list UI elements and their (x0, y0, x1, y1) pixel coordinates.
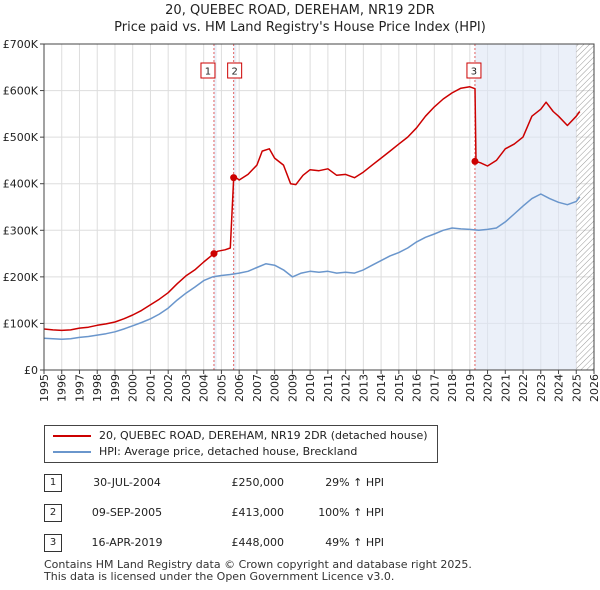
x-tick-label: 2001 (144, 374, 157, 402)
sale-row: 1 30-JUL-2004 £250,000 29% ↑ HPI (44, 474, 564, 492)
x-tick-label: 1999 (109, 374, 122, 402)
series-line-property (43, 86, 581, 332)
sale-point (230, 174, 238, 182)
shaded-region (213, 44, 217, 370)
x-tick-label: 2010 (304, 374, 317, 402)
x-tick-label: 2013 (357, 374, 370, 402)
sale-markers: 1 2 3 (200, 62, 482, 258)
shaded-region (474, 44, 577, 370)
series-lines (43, 86, 581, 341)
sale-hpi-change: 49% ↑ HPI (325, 536, 384, 549)
y-tick-label: £700K (3, 38, 39, 51)
sale-marker-box (227, 62, 243, 79)
legend-item-hpi: HPI: Average price, detached house, Brec… (53, 444, 357, 460)
x-tick-label: 2012 (340, 374, 353, 402)
footer-licence: This data is licensed under the Open Gov… (44, 570, 395, 583)
y-tick-label: £200K (3, 271, 39, 284)
x-tick-label: 2004 (198, 374, 211, 402)
x-tick-label: 2020 (482, 374, 495, 402)
sale-date: 09-SEP-2005 (91, 506, 163, 519)
shaded-regions (213, 44, 594, 370)
sale-marker-box (466, 62, 482, 79)
legend-label-property: 20, QUEBEC ROAD, DEREHAM, NR19 2DR (deta… (99, 429, 428, 442)
footer-copyright: Contains HM Land Registry data © Crown c… (44, 558, 472, 571)
legend: 20, QUEBEC ROAD, DEREHAM, NR19 2DR (deta… (44, 425, 438, 463)
x-tick-label: 2023 (535, 374, 548, 402)
sale-number-badge: 2 (44, 504, 62, 522)
x-tick-label: 2008 (269, 374, 282, 402)
shaded-region (233, 44, 237, 370)
x-tick-label: 2000 (127, 374, 140, 402)
chart: 1 2 3 £0 £100K £200K £300K £400K £500K £600K £700… (3, 38, 600, 402)
sale-price: £250,000 (231, 476, 285, 489)
x-tick-label: 2014 (375, 374, 388, 402)
legend-swatch-property (53, 435, 91, 437)
x-tick-label: 2002 (162, 374, 175, 402)
x-tick-label: 2019 (464, 374, 477, 402)
y-tick-label: £300K (3, 224, 39, 237)
x-tick-label: 1995 (38, 374, 51, 402)
y-tick-label: £500K (3, 131, 39, 144)
x-tick-label: 1996 (56, 374, 69, 402)
sale-price: £448,000 (231, 536, 285, 549)
x-tick-label: 2006 (233, 374, 246, 402)
y-tick-label: £100K (3, 317, 39, 330)
sale-marker-label: 2 (231, 67, 237, 78)
legend-swatch-hpi (53, 451, 91, 453)
sale-hpi-change: 100% ↑ HPI (318, 506, 384, 519)
sale-number-badge: 1 (44, 474, 62, 492)
title-line-2: Price paid vs. HM Land Registry's House … (114, 20, 486, 35)
sale-marker-label: 1 (205, 67, 211, 78)
x-tick-label: 1997 (73, 374, 86, 402)
sale-point (471, 157, 479, 165)
sale-price: £413,000 (231, 506, 285, 519)
x-tick-label: 2022 (517, 374, 530, 402)
x-tick-label: 2021 (499, 374, 512, 402)
sale-marker-box (200, 62, 216, 79)
legend-label-hpi: HPI: Average price, detached house, Brec… (99, 445, 358, 458)
x-tick-label: 1998 (91, 374, 104, 402)
x-tick-label: 2009 (286, 374, 299, 402)
sale-hpi-change: 29% ↑ HPI (325, 476, 384, 489)
x-tick-label: 2018 (446, 374, 459, 402)
sale-marker-label: 3 (471, 67, 477, 78)
y-tick-label: £600K (3, 85, 39, 98)
footer: Contains HM Land Registry data © Crown c… (44, 559, 472, 583)
chart-title: 20, QUEBEC ROAD, DEREHAM, NR19 2DR Price… (0, 2, 600, 36)
x-tick-label: 2024 (553, 374, 566, 402)
forecast-hatch-region (576, 44, 594, 370)
plot-frame (43, 43, 595, 371)
x-tick-label: 2026 (588, 374, 600, 402)
axes: £0 £100K £200K £300K £400K £500K £600K £700K 199… (3, 38, 600, 402)
x-tick-label: 2011 (322, 374, 335, 402)
y-tick-label: £400K (3, 178, 39, 191)
sale-date: 16-APR-2019 (91, 536, 163, 549)
x-tick-label: 2007 (251, 374, 264, 402)
y-tick-label: £0 (24, 364, 38, 377)
sale-row: 2 09-SEP-2005 £413,000 100% ↑ HPI (44, 504, 564, 522)
x-tick-label: 2005 (215, 374, 228, 402)
x-tick-label: 2025 (570, 374, 583, 402)
sale-row: 3 16-APR-2019 £448,000 49% ↑ HPI (44, 534, 564, 552)
x-tick-label: 2015 (393, 374, 406, 402)
x-tick-label: 2003 (180, 374, 193, 402)
title-line-1: 20, QUEBEC ROAD, DEREHAM, NR19 2DR (165, 3, 435, 18)
sale-date: 30-JUL-2004 (93, 476, 161, 489)
sale-point (210, 250, 218, 258)
x-tick-label: 2017 (428, 374, 441, 402)
sale-number-badge: 3 (44, 534, 62, 552)
x-tick-label: 2016 (411, 374, 424, 402)
series-line-hpi (43, 193, 581, 341)
legend-item-property: 20, QUEBEC ROAD, DEREHAM, NR19 2DR (deta… (53, 428, 428, 444)
